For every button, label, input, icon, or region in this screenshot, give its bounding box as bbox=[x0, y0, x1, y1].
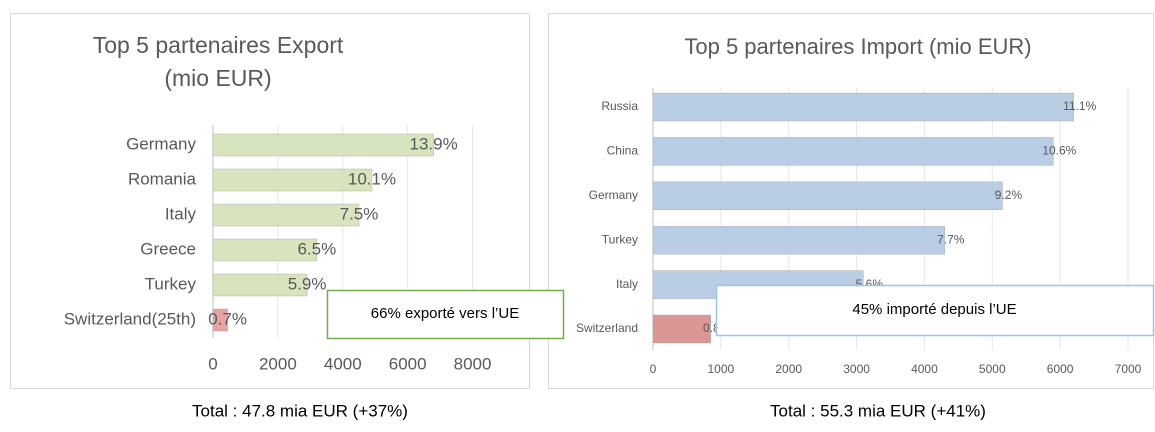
x-tick-label: 0 bbox=[208, 354, 217, 373]
category-label: Greece bbox=[140, 239, 196, 258]
bar-label: 11.1% bbox=[1063, 99, 1096, 113]
total-note: Total : 47.8 mia EUR (+37%) bbox=[192, 401, 408, 420]
annotation-box bbox=[715, 284, 1155, 337]
total-note: Total : 55.3 mia EUR (+41%) bbox=[770, 401, 986, 420]
category-label: China bbox=[607, 144, 639, 158]
x-tick-label: 3000 bbox=[843, 362, 870, 376]
x-tick-label: 6000 bbox=[389, 354, 427, 373]
bar bbox=[212, 203, 360, 227]
category-label: Turkey bbox=[602, 232, 638, 246]
bar-label: 0.7% bbox=[208, 309, 247, 328]
x-tick-label: 8000 bbox=[454, 354, 492, 373]
bar-label: 7.5% bbox=[340, 204, 379, 223]
bar bbox=[652, 225, 945, 255]
x-tick-label: 4000 bbox=[324, 354, 362, 373]
bar-label: 5.9% bbox=[288, 274, 327, 293]
bar bbox=[212, 273, 308, 297]
chart-title: Top 5 partenaires Export bbox=[93, 32, 344, 58]
x-tick-label: 7000 bbox=[1115, 362, 1142, 376]
x-tick-label: 4000 bbox=[911, 362, 938, 376]
annotation: 66% exporté vers l’UE bbox=[371, 305, 519, 322]
x-tick-label: 5000 bbox=[979, 362, 1006, 376]
chart-title: Top 5 partenaires Import (mio EUR) bbox=[684, 34, 1031, 59]
category-label: Russia bbox=[601, 99, 638, 113]
category-label: Switzerland bbox=[576, 321, 638, 335]
x-tick-label: 1000 bbox=[708, 362, 735, 376]
category-label: Germany bbox=[126, 134, 196, 153]
bar bbox=[652, 92, 1074, 122]
bar bbox=[212, 133, 434, 157]
category-label: Switzerland(25th) bbox=[64, 309, 196, 328]
chart-title: (mio EUR) bbox=[164, 65, 271, 91]
category-label: Turkey bbox=[145, 274, 197, 293]
bar bbox=[212, 168, 373, 192]
bar bbox=[652, 137, 1054, 166]
bar-label: 10.1% bbox=[348, 169, 396, 188]
category-label: Italy bbox=[616, 277, 638, 291]
bar bbox=[212, 308, 228, 332]
bar-label: 7.7% bbox=[937, 232, 965, 246]
bar-label: 6.5% bbox=[297, 239, 336, 258]
category-label: Romania bbox=[128, 169, 197, 188]
bar bbox=[212, 238, 318, 262]
annotation: 45% importé depuis l’UE bbox=[852, 301, 1016, 318]
category-label: Italy bbox=[165, 204, 197, 223]
category-label: Germany bbox=[589, 188, 638, 202]
x-tick-label: 0 bbox=[650, 362, 657, 376]
x-tick-label: 6000 bbox=[1047, 362, 1074, 376]
bar-label: 13.9% bbox=[410, 134, 458, 153]
x-tick-label: 2000 bbox=[775, 362, 802, 376]
bar bbox=[652, 314, 711, 344]
bar-label: 10.6% bbox=[1042, 144, 1076, 158]
x-tick-label: 2000 bbox=[259, 354, 297, 373]
bar bbox=[652, 181, 1003, 211]
bar-label: 9.2% bbox=[995, 188, 1023, 202]
annotation-box bbox=[326, 289, 565, 340]
